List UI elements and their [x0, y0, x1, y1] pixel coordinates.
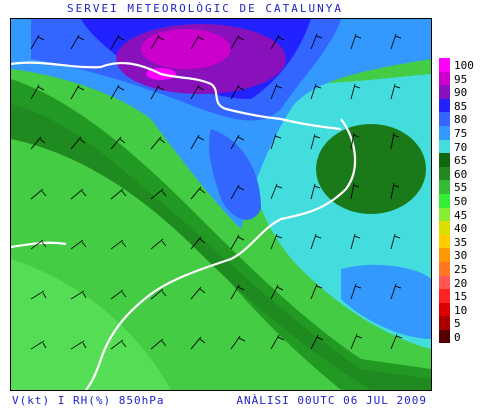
legend-swatch [439, 153, 450, 167]
legend-label: 15 [454, 290, 468, 304]
legend-label: 40 [454, 222, 468, 236]
legend-label: 20 [454, 276, 468, 290]
legend-label: 85 [454, 99, 468, 113]
legend-swatch [439, 207, 450, 222]
map-canvas [11, 19, 431, 390]
analysis-time-label: ANÀLISI 00UTC 06 JUL 2009 [236, 394, 427, 407]
legend-swatch [439, 139, 450, 154]
legend-swatch [439, 234, 450, 249]
legend-label: 70 [454, 140, 468, 154]
legend-swatch [439, 98, 450, 113]
legend-swatch [439, 85, 450, 99]
legend-label: 75 [454, 126, 468, 140]
legend-swatch [439, 112, 450, 126]
legend-swatch [439, 316, 450, 330]
legend-label: 100 [454, 59, 474, 72]
legend-swatch [439, 261, 450, 276]
legend-swatch [439, 58, 450, 72]
legend-label: 35 [454, 235, 468, 249]
legend-label: 55 [454, 181, 468, 195]
legend-label: 95 [454, 72, 468, 86]
legend-swatch [439, 248, 450, 262]
legend-label: 25 [454, 262, 468, 276]
legend-swatch [439, 125, 450, 140]
map-title: SERVEI METEOROLÒGIC DE CATALUNYA [67, 2, 343, 15]
legend-label: 10 [454, 303, 468, 317]
legend-label: 90 [454, 86, 468, 100]
humidity-wind-map [10, 18, 432, 391]
legend-label: 45 [454, 208, 468, 222]
legend-label: 65 [454, 154, 468, 168]
legend-label: 5 [454, 317, 461, 331]
legend-swatch [439, 329, 450, 344]
legend-swatch [439, 289, 450, 303]
legend-swatch [439, 193, 450, 208]
legend-swatch [439, 275, 450, 290]
legend-swatch [439, 221, 450, 235]
legend-swatch [439, 180, 450, 194]
variable-label: V(kt) I RH(%) 850hPa [12, 394, 165, 407]
legend-label: 50 [454, 194, 468, 208]
legend-label: 80 [454, 113, 468, 127]
legend-label: 30 [454, 249, 468, 263]
legend-label: 0 [454, 330, 461, 344]
legend-swatch [439, 71, 450, 86]
legend-swatch [439, 166, 450, 181]
legend-label: 60 [454, 167, 468, 181]
legend-swatch [439, 302, 450, 317]
